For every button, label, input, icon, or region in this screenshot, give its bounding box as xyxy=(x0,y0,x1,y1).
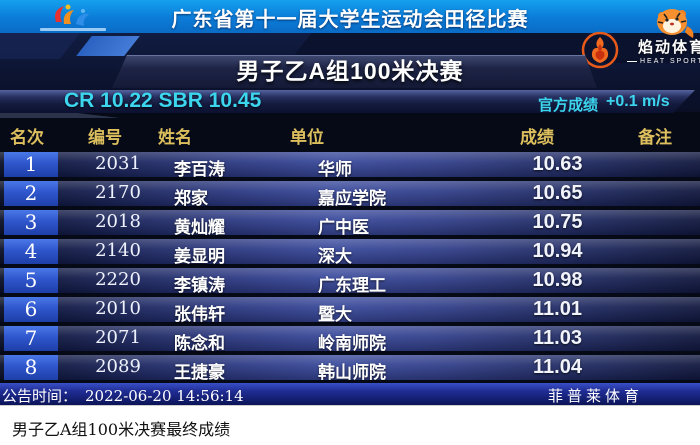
announce-bar: 公告时间： 2022-06-20 14:56:14 菲普莱体育 xyxy=(0,383,700,405)
unit-cell: 嘉应学院 xyxy=(318,189,386,208)
bib-cell: 2089 xyxy=(95,356,141,377)
brand-logo: 焰动体育 HEAT SPORT xyxy=(580,26,700,74)
name-cell: 陈念和 xyxy=(174,334,225,353)
column-header-result: 成绩 xyxy=(520,128,554,147)
bib-cell: 2018 xyxy=(95,211,141,232)
result-cell: 10.65 xyxy=(532,182,583,204)
brand-name-en: HEAT SPORT xyxy=(624,58,700,65)
name-cell: 黄灿耀 xyxy=(174,218,225,237)
tiger-mascot-icon xyxy=(642,0,698,44)
official-status-label: 官方成绩 xyxy=(538,97,599,114)
name-cell: 张伟轩 xyxy=(174,305,225,324)
name-cell: 郑家 xyxy=(174,189,208,208)
name-cell: 王捷豪 xyxy=(174,363,225,382)
table-row: 4 2140 姜显明 深大 10.94 xyxy=(0,239,700,266)
table-row: 7 2071 陈念和 岭南师院 11.03 xyxy=(0,326,700,353)
competition-title: 广东省第十一届大学生运动会田径比赛 xyxy=(171,9,529,31)
timing-provider: 菲普莱体育 xyxy=(548,387,644,405)
rank-cell: 7 xyxy=(4,326,58,351)
records-text: CR 10.22 SBR 10.45 xyxy=(64,89,262,112)
name-cell: 姜显明 xyxy=(174,247,225,266)
table-row: 3 2018 黄灿耀 广中医 10.75 xyxy=(0,210,700,237)
result-cell: 11.01 xyxy=(533,298,582,320)
rank-cell: 2 xyxy=(4,181,58,206)
unit-cell: 岭南师院 xyxy=(318,334,386,353)
table-row: 1 2031 李百涛 华师 10.63 xyxy=(0,152,700,179)
result-cell: 10.94 xyxy=(532,240,583,262)
rank-cell: 4 xyxy=(4,239,58,264)
unit-cell: 暨大 xyxy=(318,305,352,324)
rank-cell: 5 xyxy=(4,268,58,293)
unit-cell: 广东理工 xyxy=(318,276,386,295)
top-header-band xyxy=(0,0,700,33)
result-cell: 11.03 xyxy=(533,327,582,349)
rank-cell: 6 xyxy=(4,297,58,322)
column-header-name: 姓名 xyxy=(158,128,192,147)
result-cell: 10.98 xyxy=(532,269,583,291)
rank-cell: 1 xyxy=(4,152,58,177)
bib-cell: 2031 xyxy=(95,153,141,174)
column-header-unit: 单位 xyxy=(290,128,324,147)
event-title: 男子乙A组100米决赛 xyxy=(236,58,464,84)
event-title-panel: 男子乙A组100米决赛 xyxy=(112,55,597,88)
bib-cell: 2140 xyxy=(95,240,141,261)
result-cell: 11.04 xyxy=(533,356,582,378)
caption-strip: 男子乙A组100米决赛最终成绩 xyxy=(0,405,700,445)
scoreboard-frame: 广东省第十一届大学生运动会田径比赛 xyxy=(0,0,700,405)
name-cell: 李镇涛 xyxy=(174,276,225,295)
games-emblem-icon xyxy=(38,2,112,32)
bib-cell: 2010 xyxy=(95,298,141,319)
bib-cell: 2220 xyxy=(95,269,141,290)
unit-cell: 华师 xyxy=(318,160,352,179)
rank-cell: 3 xyxy=(4,210,58,235)
column-header-remark: 备注 xyxy=(638,128,672,147)
wind-reading: +0.1 m/s xyxy=(606,93,670,110)
brand-name-cn: 焰动体育 xyxy=(637,38,700,56)
announce-label: 公告时间： xyxy=(2,387,78,405)
brand-name-en-text: HEAT SPORT xyxy=(640,57,700,65)
records-bar xyxy=(0,90,695,113)
brand-line-left xyxy=(627,60,637,62)
brand-text: 焰动体育 HEAT SPORT xyxy=(624,36,700,65)
announce-time: 公告时间： 2022-06-20 14:56:14 xyxy=(2,385,244,405)
name-cell: 李百涛 xyxy=(174,160,225,179)
result-cell: 10.75 xyxy=(532,211,583,233)
table-row: 8 2089 王捷豪 韩山师院 11.04 xyxy=(0,355,700,382)
table-row: 6 2010 张伟轩 暨大 11.01 xyxy=(0,297,700,324)
announce-datetime: 2022-06-20 14:56:14 xyxy=(85,387,244,405)
rank-cell: 8 xyxy=(4,355,58,380)
emblem-caption-bar xyxy=(40,28,106,31)
bib-cell: 2170 xyxy=(95,182,141,203)
caption-text: 男子乙A组100米决赛最终成绩 xyxy=(12,420,231,439)
unit-cell: 韩山师院 xyxy=(318,363,386,382)
results-table-header: 名次 编号 姓名 单位 成绩 备注 xyxy=(0,118,700,148)
flame-icon xyxy=(580,30,620,70)
table-row: 5 2220 李镇涛 广东理工 10.98 xyxy=(0,268,700,295)
results-rows: 1 2031 李百涛 华师 10.63 2 2170 郑家 嘉应学院 10.65… xyxy=(0,152,700,384)
result-cell: 10.63 xyxy=(532,153,583,175)
column-header-rank: 名次 xyxy=(10,128,44,147)
table-row: 2 2170 郑家 嘉应学院 10.65 xyxy=(0,181,700,208)
bib-cell: 2071 xyxy=(95,327,141,348)
column-header-bib: 编号 xyxy=(88,128,122,147)
unit-cell: 广中医 xyxy=(318,218,369,237)
unit-cell: 深大 xyxy=(318,247,352,266)
